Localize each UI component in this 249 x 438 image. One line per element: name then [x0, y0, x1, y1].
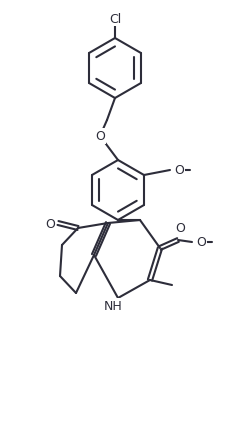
Text: O: O	[196, 236, 206, 249]
Text: O: O	[174, 164, 184, 177]
Text: O: O	[95, 130, 105, 143]
Text: NH: NH	[104, 300, 122, 313]
Text: O: O	[175, 222, 185, 234]
Text: Cl: Cl	[109, 12, 121, 25]
Text: O: O	[45, 217, 55, 230]
